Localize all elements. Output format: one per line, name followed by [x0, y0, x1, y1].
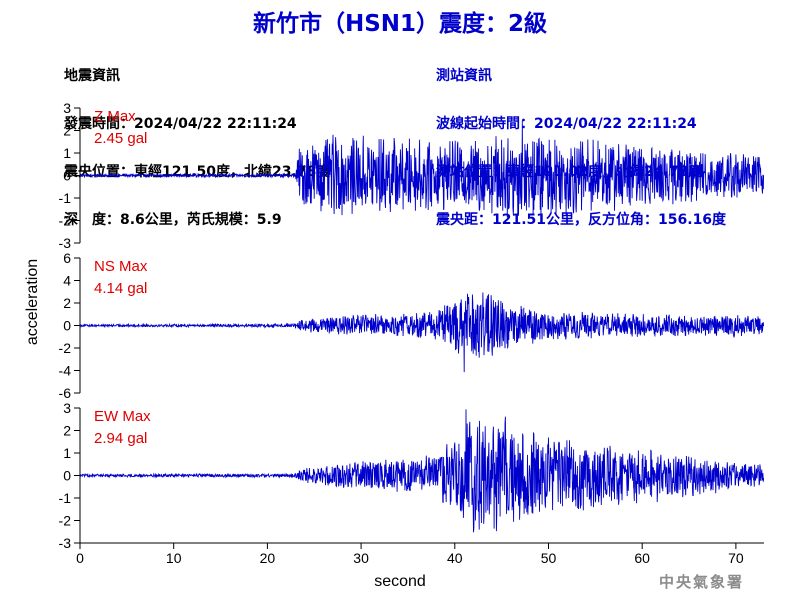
max-label-ns: NS Max	[94, 258, 148, 275]
max-value-z: 2.45 gal	[94, 130, 147, 147]
y-tick-label: 0	[63, 318, 71, 334]
y-tick-label: 3	[63, 400, 71, 416]
y-tick-label: -4	[59, 363, 72, 379]
chart-title: 新竹市（HSN1）震度：2級	[252, 11, 548, 37]
y-tick-label: -2	[59, 340, 72, 356]
y-tick-label: 2	[63, 123, 71, 139]
y-tick-label: -1	[59, 490, 72, 506]
y-tick-label: -3	[59, 535, 72, 551]
y-tick-label: 4	[63, 273, 71, 289]
depth-magnitude: 深 度：8.6公里，芮氏規模：5.9	[64, 212, 282, 228]
y-tick-label: 2	[63, 295, 71, 311]
wave-start-time: 波線起始時間：2024/04/22 22:11:24	[436, 116, 697, 132]
y-tick-label: 1	[63, 145, 71, 161]
waveform-ns	[79, 292, 765, 373]
y-tick-label: -1	[59, 190, 72, 206]
y-tick-label: -6	[59, 385, 72, 401]
x-tick-label: 0	[76, 550, 84, 566]
x-axis-title: second	[374, 573, 426, 590]
y-tick-label: -2	[59, 513, 72, 529]
earthquake-info: 地震資訊 發震時間：2024/04/22 22:11:24 震央位置：東經121…	[64, 36, 330, 244]
y-tick-label: 0	[63, 168, 71, 184]
x-tick-label: 20	[260, 550, 276, 566]
waveform-ew	[79, 409, 765, 533]
station-info: 測站資訊 波線起始時間：2024/04/22 22:11:24 測站位置：東經1…	[436, 36, 726, 244]
max-label-ew: EW Max	[94, 408, 151, 425]
y-tick-label: 1	[63, 445, 71, 461]
y-tick-label: -2	[59, 213, 72, 229]
x-tick-label: 60	[634, 550, 650, 566]
station-info-heading: 測站資訊	[436, 68, 492, 84]
earthquake-info-heading: 地震資訊	[64, 68, 120, 84]
cwa-watermark: 中央氣象署	[658, 573, 744, 591]
x-tick-label: 10	[166, 550, 182, 566]
y-tick-label: 3	[63, 100, 71, 116]
y-axis-title: acceleration	[24, 259, 41, 345]
distance-azimuth: 震央距：121.51公里，反方位角：156.16度	[436, 212, 727, 228]
max-value-ew: 2.94 gal	[94, 430, 147, 447]
x-tick-label: 30	[353, 550, 369, 566]
x-tick-label: 50	[541, 550, 557, 566]
x-tick-label: 70	[728, 550, 744, 566]
y-tick-label: 0	[63, 468, 71, 484]
y-tick-label: 2	[63, 423, 71, 439]
y-tick-label: 6	[63, 250, 71, 266]
max-value-ns: 4.14 gal	[94, 280, 147, 297]
max-label-z: Z Max	[94, 108, 136, 125]
x-tick-label: 40	[447, 550, 463, 566]
origin-time: 發震時間：2024/04/22 22:11:24	[64, 116, 297, 132]
y-tick-label: -3	[59, 235, 72, 251]
waveform-z	[79, 120, 765, 218]
